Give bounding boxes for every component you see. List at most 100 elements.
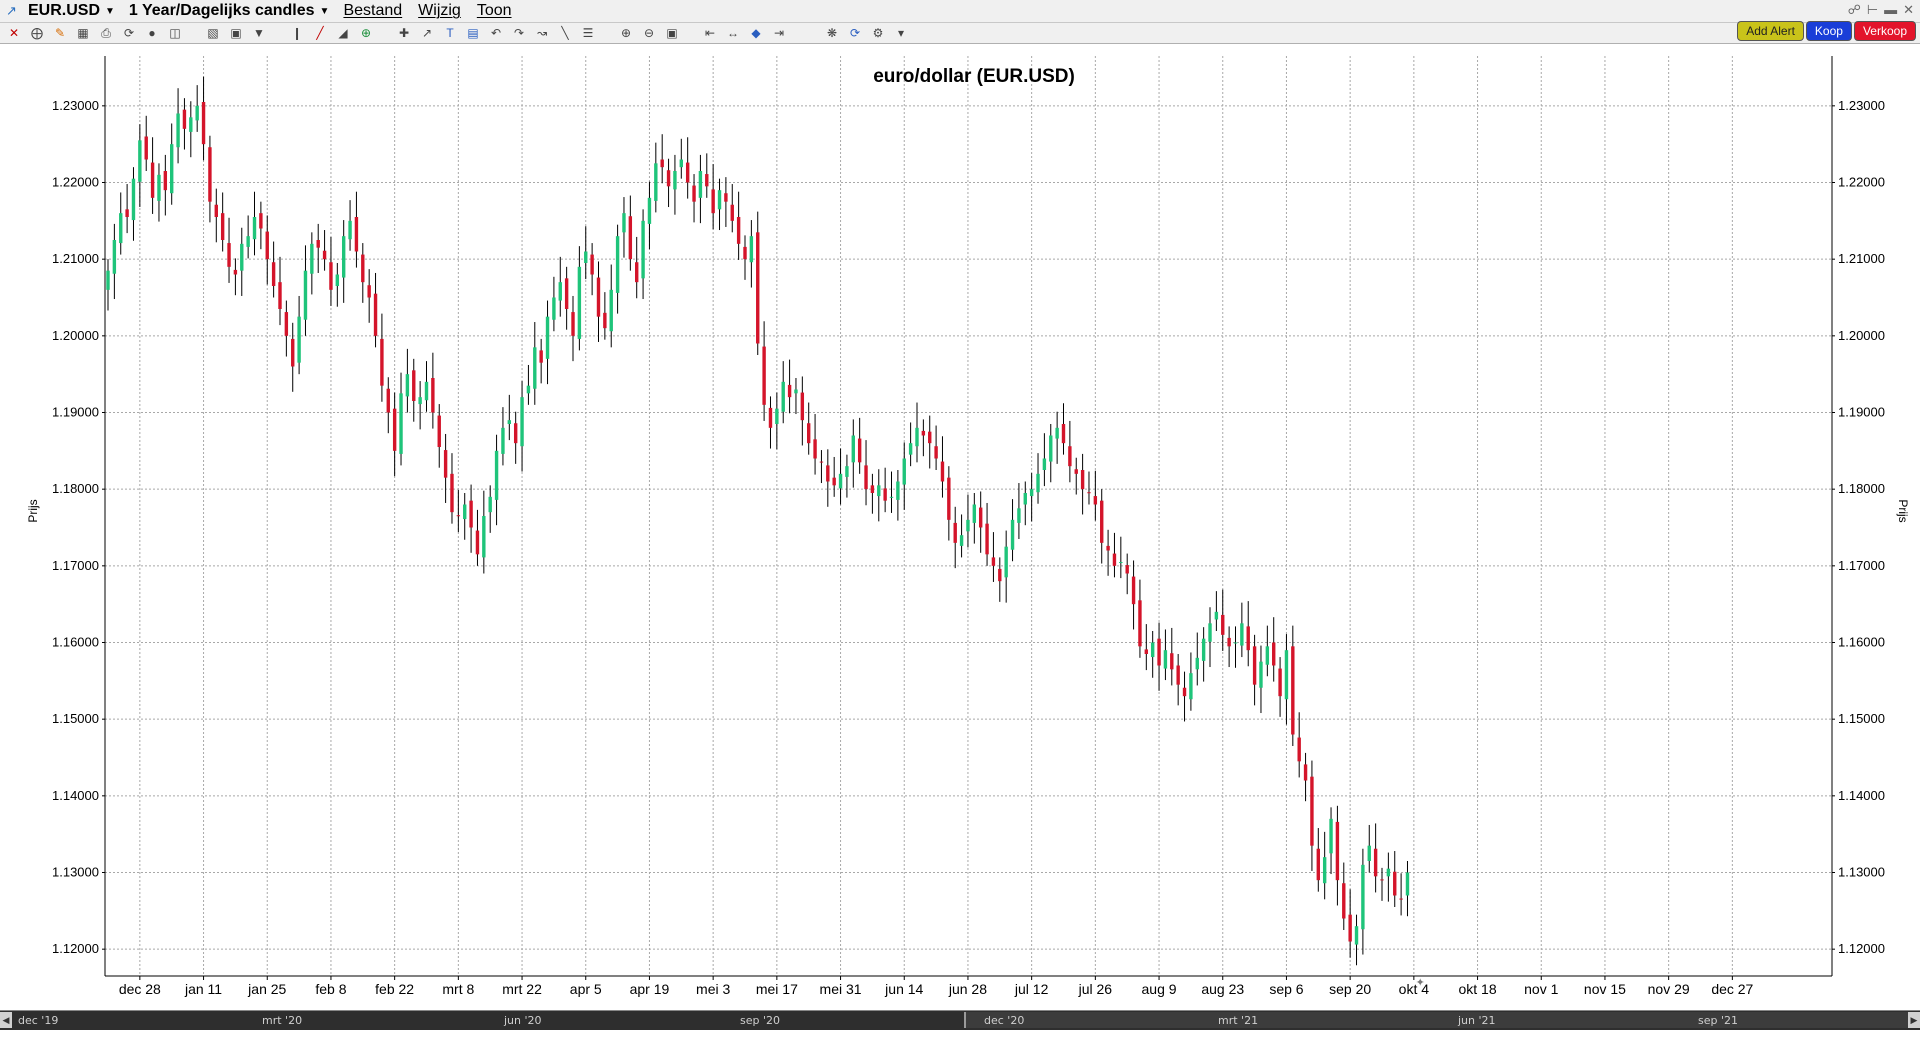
- x-tick-label: nov 15: [1584, 981, 1626, 997]
- candle: [443, 433, 448, 503]
- candle: [494, 434, 499, 526]
- add-alert-button[interactable]: Add Alert: [1737, 21, 1804, 41]
- candle-body: [552, 297, 556, 320]
- palette-icon[interactable]: ❋: [826, 26, 838, 40]
- note-icon[interactable]: ▤: [467, 26, 479, 40]
- candle-body: [1189, 673, 1193, 700]
- candle: [1189, 652, 1193, 711]
- candle: [641, 209, 645, 300]
- navigator-bar[interactable]: ◀ dec '19 mrt '20 jun '20 sep '20 dec '2…: [0, 1010, 1920, 1030]
- draw-line-icon[interactable]: ╱: [316, 26, 324, 40]
- candle: [622, 197, 626, 258]
- navigator-label: jun '20: [504, 1014, 542, 1027]
- candle-body: [278, 282, 282, 309]
- close-chart-icon[interactable]: ✕: [8, 26, 20, 40]
- filter-icon[interactable]: ▼: [253, 26, 265, 40]
- x-tick-label: dec 27: [1711, 981, 1753, 997]
- settings-icon[interactable]: ⚙: [872, 26, 884, 40]
- chevron-down-icon: ▼: [105, 5, 115, 17]
- candle-body: [310, 243, 314, 274]
- menu-wijzig[interactable]: Wijzig: [418, 2, 461, 19]
- candle-body: [787, 384, 792, 398]
- nav-right-arrow-icon[interactable]: ▶: [1908, 1012, 1920, 1028]
- candle-body: [1380, 879, 1384, 881]
- trend-icon[interactable]: ↝: [536, 26, 548, 40]
- zoom-in-icon[interactable]: ⊕: [620, 26, 632, 40]
- indicator-icon[interactable]: ◫: [169, 26, 181, 40]
- zoom-out-icon[interactable]: ⊖: [643, 26, 655, 40]
- candle: [666, 158, 671, 208]
- candle-body: [303, 270, 308, 320]
- redo-icon[interactable]: ↷: [513, 26, 525, 40]
- symbol-label: EUR.USD: [28, 2, 101, 19]
- candle-body: [520, 397, 524, 447]
- chart-app-icon: ↗: [6, 3, 17, 18]
- candle: [125, 184, 129, 234]
- candle-body: [392, 408, 397, 451]
- paint-icon[interactable]: ✎: [54, 26, 66, 40]
- scroll-left-icon[interactable]: ⇤: [704, 26, 716, 40]
- record-icon[interactable]: ●: [148, 26, 156, 40]
- pointer-icon[interactable]: ↗: [421, 26, 433, 40]
- nav-left-arrow-icon[interactable]: ◀: [0, 1012, 12, 1028]
- candle-body: [596, 277, 601, 317]
- navigator-window[interactable]: [964, 1012, 1914, 1028]
- buy-button[interactable]: Koop: [1805, 21, 1852, 41]
- fit-icon[interactable]: ▣: [666, 26, 678, 40]
- candle-body: [934, 446, 938, 459]
- candle-body: [921, 430, 926, 436]
- grid-icon[interactable]: ▦: [77, 26, 89, 40]
- candle-body: [590, 254, 594, 275]
- x-tick-label: aug 9: [1142, 981, 1177, 997]
- candle: [469, 484, 473, 553]
- ruler-icon[interactable]: ◢: [338, 26, 348, 40]
- text-icon[interactable]: T: [446, 26, 454, 40]
- scroll-icon[interactable]: ↔: [727, 26, 739, 40]
- bars-icon[interactable]: ❙: [291, 26, 303, 40]
- candle-body: [157, 174, 161, 201]
- candle-body: [1195, 657, 1199, 670]
- link-icon[interactable]: ☍: [1847, 2, 1861, 17]
- menu-bestand[interactable]: Bestand: [343, 2, 403, 19]
- candle-body: [1284, 650, 1289, 700]
- menu-toon[interactable]: Toon: [476, 2, 512, 19]
- minimize-icon[interactable]: ▬: [1884, 2, 1898, 17]
- print-icon[interactable]: ⎙: [101, 26, 111, 40]
- line-icon[interactable]: ╲: [561, 26, 569, 40]
- candle: [214, 188, 218, 243]
- candle: [1004, 530, 1008, 603]
- candle: [934, 425, 938, 470]
- undo-icon[interactable]: ↶: [490, 26, 502, 40]
- layout-icon[interactable]: ▣: [230, 26, 242, 40]
- scroll-right-icon[interactable]: ⇥: [773, 26, 785, 40]
- candle: [507, 394, 512, 441]
- candle: [201, 76, 206, 161]
- candle: [711, 164, 715, 230]
- more-icon[interactable]: ▾: [897, 26, 905, 40]
- fan-icon[interactable]: ☰: [582, 26, 594, 40]
- candle-body: [291, 338, 295, 367]
- candle: [603, 292, 607, 340]
- sell-button[interactable]: Verkoop: [1853, 21, 1916, 41]
- candlestick-chart[interactable]: 1.12000 1.12000 1.13000 1.13000 1.14000 1.140…: [0, 44, 1920, 1010]
- x-tick-label: feb 22: [375, 981, 414, 997]
- candle-body: [800, 392, 805, 421]
- chart-area[interactable]: 1.12000 1.12000 1.13000 1.13000 1.14000 1.140…: [0, 44, 1920, 1054]
- candle-body: [1316, 848, 1320, 881]
- cross-cursor-icon[interactable]: ✚: [398, 26, 410, 40]
- add-icon[interactable]: ⊕: [360, 26, 372, 40]
- compare-icon[interactable]: ▧: [207, 26, 219, 40]
- refresh-icon[interactable]: ⟳: [123, 26, 135, 40]
- candle: [195, 85, 199, 132]
- close-icon[interactable]: ✕: [1903, 2, 1914, 17]
- symbol-selector[interactable]: EUR.USD ▼: [28, 2, 115, 20]
- y-tick-label-left: 1.22000: [52, 175, 99, 190]
- candle: [743, 235, 747, 280]
- candle: [1405, 861, 1410, 917]
- crosshair-icon[interactable]: ⨁: [31, 26, 43, 40]
- candle-body: [1049, 435, 1053, 462]
- sync-icon[interactable]: ⟳: [849, 26, 861, 40]
- pin-icon[interactable]: ⊢: [1866, 2, 1879, 17]
- timeframe-selector[interactable]: 1 Year/Dagelijks candles ▼: [129, 2, 330, 20]
- scroll-center-icon[interactable]: ◆: [751, 26, 761, 40]
